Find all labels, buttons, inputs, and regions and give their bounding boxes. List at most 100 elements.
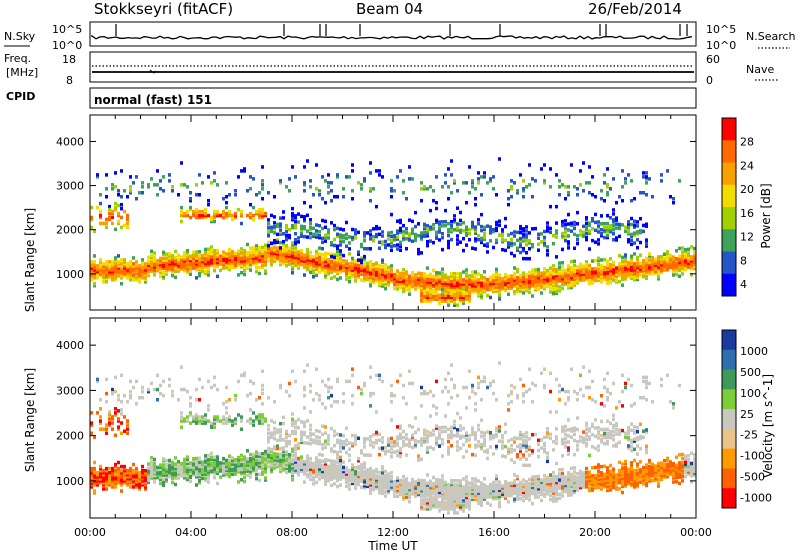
velocity-cell: [423, 481, 426, 485]
power-cell: [129, 260, 132, 264]
velocity-cell: [102, 479, 105, 483]
power-cell: [483, 270, 486, 274]
power-cell: [558, 279, 561, 283]
power-cell: [621, 169, 624, 173]
velocity-cell: [222, 458, 225, 463]
power-cell: [171, 263, 174, 268]
power-cell: [378, 173, 381, 177]
power-cell: [357, 181, 360, 185]
power-cell: [597, 272, 600, 276]
power-cell: [366, 263, 369, 268]
velocity-cell: [360, 485, 363, 489]
power-cell: [474, 278, 477, 282]
power-cell: [597, 256, 600, 261]
velocity-cell: [435, 488, 438, 492]
velocity-cell: [96, 377, 99, 382]
power-cell: [240, 221, 243, 226]
velocity-cell: [378, 486, 381, 491]
power-cell: [90, 278, 93, 282]
velocity-cell: [435, 490, 438, 494]
power-cell: [405, 246, 408, 251]
power-cell: [159, 262, 162, 267]
power-cell: [132, 274, 135, 278]
power-cell: [606, 213, 609, 218]
power-cell: [555, 289, 558, 294]
velocity-cell: [438, 428, 441, 432]
velocity-cell: [348, 487, 351, 491]
power-cell: [333, 265, 336, 269]
power-cell: [651, 271, 654, 276]
power-cell: [660, 268, 663, 273]
power-cell: [264, 243, 267, 247]
velocity-cell: [129, 379, 132, 384]
power-cell: [561, 233, 564, 238]
power-cell: [447, 275, 450, 280]
power-cell: [306, 252, 309, 256]
power-cell: [672, 267, 675, 271]
power-cell: [141, 191, 144, 195]
power-cell: [429, 239, 432, 243]
power-cell: [546, 280, 549, 285]
velocity-cell: [318, 477, 321, 481]
power-cell: [609, 272, 612, 277]
velocity-cell: [294, 431, 297, 436]
power-cell: [336, 173, 339, 177]
velocity-cell: [165, 479, 168, 483]
power-cell: [516, 248, 519, 252]
power-cell: [645, 240, 648, 244]
power-cell: [195, 250, 198, 254]
velocity-cell: [105, 427, 108, 431]
power-cell: [567, 280, 570, 284]
power-cell: [204, 253, 207, 258]
velocity-cell: [111, 485, 114, 489]
velocity-cell: [207, 466, 210, 470]
power-cell: [477, 278, 480, 282]
power-cell: [111, 215, 114, 220]
velocity-cell: [276, 454, 279, 459]
velocity-cell: [216, 419, 219, 423]
power-cell: [642, 191, 645, 195]
power-cell: [450, 225, 453, 230]
power-cell: [525, 237, 528, 241]
velocity-cell: [363, 453, 366, 457]
power-cell: [663, 262, 666, 266]
velocity-cell: [318, 467, 321, 471]
velocity-cell: [453, 501, 456, 505]
velocity-cell: [390, 436, 393, 441]
power-cell: [117, 219, 120, 224]
power-cell: [606, 273, 609, 277]
power-cell: [393, 272, 396, 277]
velocity-cell: [132, 462, 135, 467]
velocity-cell: [402, 483, 405, 487]
power-cell: [612, 270, 615, 275]
velocity-cell: [342, 446, 345, 450]
power-cell: [180, 265, 183, 269]
power-cell: [351, 266, 354, 271]
power-cell: [402, 179, 405, 183]
power-cell: [459, 274, 462, 278]
power-cell: [126, 194, 129, 199]
power-cell: [93, 281, 96, 286]
velocity-cell: [327, 442, 330, 446]
velocity-cell: [399, 488, 402, 493]
power-cell: [279, 232, 282, 236]
velocity-cell: [222, 471, 225, 475]
power-cell: [423, 299, 426, 303]
power-cell: [516, 267, 519, 272]
velocity-cell: [234, 421, 237, 425]
power-cell: [285, 235, 288, 240]
power-cell: [333, 255, 336, 260]
power-cell: [126, 217, 129, 222]
power-cell: [177, 269, 180, 273]
power-cell: [564, 282, 567, 286]
power-cell: [549, 167, 552, 171]
power-cell: [129, 268, 132, 272]
power-cell: [210, 249, 213, 253]
power-cell: [567, 284, 570, 288]
power-cell: [327, 232, 330, 236]
velocity-cell: [459, 487, 462, 491]
power-cell: [567, 282, 570, 286]
velocity-cell: [411, 381, 414, 386]
velocity-cell: [309, 437, 312, 442]
power-cell: [309, 254, 312, 259]
